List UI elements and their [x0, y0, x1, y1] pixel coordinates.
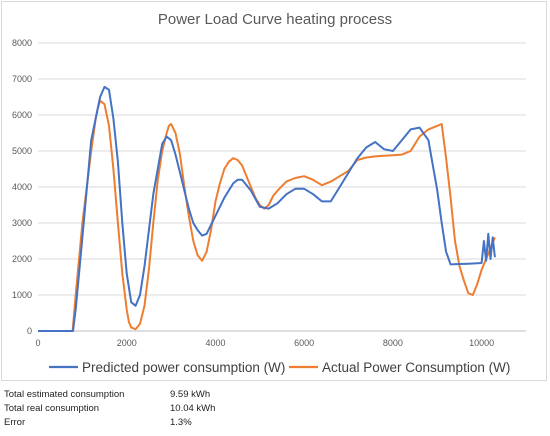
- grid-layer: [38, 42, 526, 296]
- x-tick-label: 10000: [469, 338, 494, 348]
- stat-value: 1.3%: [170, 417, 192, 428]
- stat-label: Total estimated consumption: [4, 389, 125, 400]
- x-tick-label: 8000: [383, 338, 403, 348]
- predicted-series-line: [38, 85, 496, 332]
- stat-row-real: Total real consumption 10.04 kWh: [4, 402, 250, 416]
- legend: Predicted power consumption (W) Actual P…: [49, 360, 510, 375]
- axis-layer: 0 1000 2000 3000 4000 5000 6000 7000 8000 0 2000 40…: [12, 38, 526, 348]
- stat-row-estimated: Total estimated consumption 9.59 kWh: [4, 388, 250, 402]
- stat-value: 9.59 kWh: [170, 389, 211, 400]
- y-tick-label: 5000: [12, 146, 32, 156]
- stat-label: Error: [4, 417, 26, 428]
- stat-row-error: Error 1.3%: [4, 416, 250, 430]
- x-tick-label: 4000: [205, 338, 225, 348]
- y-tick-label: 8000: [12, 38, 32, 48]
- chart-frame: 0 1000 2000 3000 4000 5000 6000 7000 8000 0 2000 40…: [1, 1, 547, 381]
- stat-value: 10.04 kWh: [170, 403, 216, 414]
- y-tick-label: 3000: [12, 218, 32, 228]
- x-tick-label: 2000: [117, 338, 137, 348]
- consumption-stats: Total estimated consumption 9.59 kWh Tot…: [4, 388, 250, 430]
- chart-title: Power Load Curve heating process: [158, 11, 392, 28]
- stat-label: Total real consumption: [4, 403, 100, 414]
- series-layer: [38, 85, 496, 332]
- y-tick-label: 6000: [12, 110, 32, 120]
- y-tick-label: 4000: [12, 182, 32, 192]
- y-tick-label: 0: [27, 326, 32, 336]
- chart-svg: 0 1000 2000 3000 4000 5000 6000 7000 8000 0 2000 40…: [12, 11, 526, 375]
- actual-series-line: [38, 99, 496, 332]
- x-tick-label: 6000: [294, 338, 314, 348]
- x-tick-label: 0: [35, 338, 40, 348]
- y-tick-label: 2000: [12, 254, 32, 264]
- y-tick-label: 7000: [12, 74, 32, 84]
- legend-label-actual: Actual Power Consumption (W): [322, 360, 510, 375]
- y-tick-label: 1000: [12, 290, 32, 300]
- legend-label-predicted: Predicted power consumption (W): [82, 360, 285, 375]
